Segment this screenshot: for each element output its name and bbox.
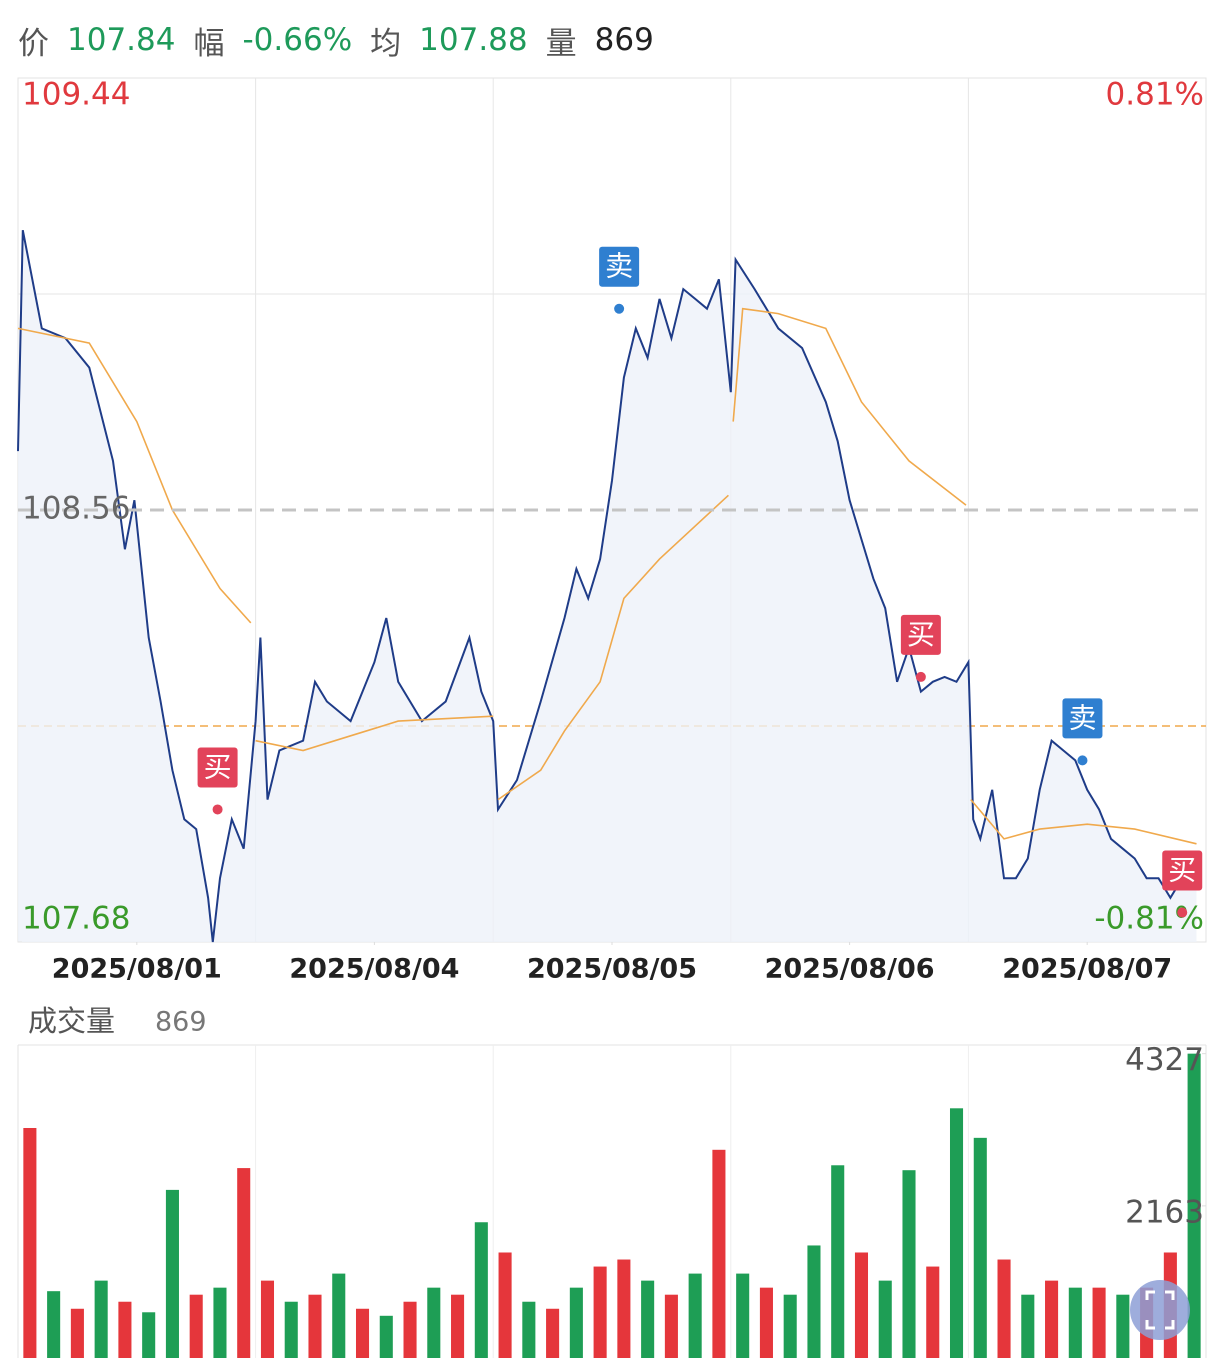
- volume-bar: [498, 1252, 512, 1358]
- quote-value: 869: [594, 22, 654, 58]
- signal-badge: [599, 246, 640, 287]
- volume-bar: [47, 1291, 61, 1358]
- volume-bar: [664, 1294, 678, 1358]
- volume-bar: [284, 1301, 298, 1358]
- volume-bar: [759, 1287, 773, 1358]
- y-tick-label: 107.68: [22, 901, 130, 937]
- volume-bar: [522, 1301, 536, 1358]
- quote-header: 价 107.84 幅 -0.66% 均 107.88 量 869: [18, 18, 672, 62]
- volume-bar: [878, 1280, 892, 1358]
- volume-bar: [427, 1287, 441, 1358]
- y-tick-label: 108.56: [22, 491, 130, 527]
- volume-bar: [854, 1252, 869, 1358]
- x-tick-label: 2025/08/05: [527, 954, 697, 985]
- volume-bar: [926, 1266, 940, 1358]
- signal-dot: [614, 303, 625, 314]
- volume-bar: [474, 1222, 488, 1358]
- volume-bar: [451, 1294, 465, 1358]
- volume-bar: [189, 1294, 203, 1358]
- price-area: [18, 230, 1197, 942]
- volume-bar: [260, 1280, 275, 1358]
- signal-label: 卖: [605, 250, 633, 283]
- volume-bar: [546, 1308, 560, 1358]
- volume-bar: [213, 1287, 227, 1358]
- volume-bar: [142, 1312, 156, 1358]
- volume-bar: [1116, 1294, 1130, 1358]
- volume-bar: [1021, 1294, 1035, 1358]
- fullscreen-icon: [1145, 1290, 1175, 1330]
- y-tick-label: 2163: [1125, 1194, 1204, 1230]
- volume-bar: [70, 1308, 84, 1358]
- volume-bar: [1045, 1280, 1059, 1358]
- signal-badge: [197, 747, 238, 788]
- y-tick-label: 109.44: [22, 77, 130, 113]
- volume-title: 成交量: [28, 1004, 115, 1038]
- volume-bar: [736, 1273, 750, 1358]
- volume-bar: [1187, 1053, 1201, 1358]
- volume-bar: [1068, 1287, 1082, 1358]
- y-tick-label: 4327: [1125, 1042, 1204, 1078]
- signal-label: 买: [907, 618, 935, 651]
- volume-bar: [807, 1245, 821, 1358]
- volume-bar: [949, 1108, 964, 1358]
- volume-bar: [902, 1170, 916, 1358]
- volume-bar: [688, 1273, 702, 1358]
- volume-bar: [23, 1127, 37, 1358]
- quote-value: 107.84: [67, 22, 176, 58]
- volume-bar: [118, 1301, 132, 1358]
- volume-bar: [973, 1137, 987, 1358]
- signal-dot: [1077, 755, 1088, 766]
- volume-bar: [94, 1280, 108, 1358]
- quote-label: 均: [370, 25, 402, 62]
- volume-bar: [641, 1280, 655, 1358]
- volume-bar: [165, 1189, 179, 1358]
- x-tick-label: 2025/08/06: [765, 954, 935, 985]
- quote-label: 价: [18, 25, 49, 62]
- volume-bar: [593, 1266, 607, 1358]
- signal-label: 买: [1168, 854, 1196, 887]
- signal-badge: [1062, 698, 1103, 739]
- volume-bar: [237, 1168, 251, 1358]
- volume-bar: [712, 1149, 726, 1358]
- x-tick-label: 2025/08/04: [289, 954, 459, 985]
- quote-value: -0.66%: [242, 22, 353, 58]
- volume-bar: [831, 1165, 845, 1358]
- x-tick-label: 2025/08/07: [1002, 954, 1172, 985]
- y2-tick-label: 0.81%: [1106, 77, 1204, 113]
- price-line: [17, 230, 1197, 943]
- signal-dot: [1177, 907, 1188, 918]
- signal-dot: [212, 804, 223, 815]
- signal-label: 卖: [1068, 701, 1096, 734]
- quote-value: 107.88: [419, 22, 528, 58]
- signal-label: 买: [204, 750, 232, 783]
- volume-bar: [332, 1273, 346, 1358]
- volume-bar: [997, 1259, 1011, 1358]
- volume-bar: [403, 1301, 417, 1358]
- volume-bar: [308, 1294, 322, 1358]
- volume-bar: [617, 1259, 631, 1358]
- quote-label: 量: [545, 25, 577, 62]
- volume-bar: [379, 1315, 393, 1358]
- quote-label: 幅: [193, 25, 225, 62]
- signal-badge: [1162, 850, 1203, 891]
- volume-value: 869: [155, 1007, 207, 1038]
- volume-bar: [569, 1287, 583, 1358]
- x-tick-label: 2025/08/01: [52, 954, 222, 985]
- volume-bar: [783, 1294, 797, 1358]
- volume-bar: [1092, 1287, 1106, 1358]
- signal-badge: [900, 614, 941, 655]
- y2-tick-label: -0.81%: [1094, 901, 1204, 937]
- fullscreen-button[interactable]: [1130, 1280, 1190, 1340]
- average-line: [17, 307, 1197, 845]
- signal-dot: [915, 671, 926, 682]
- volume-bar: [355, 1308, 370, 1358]
